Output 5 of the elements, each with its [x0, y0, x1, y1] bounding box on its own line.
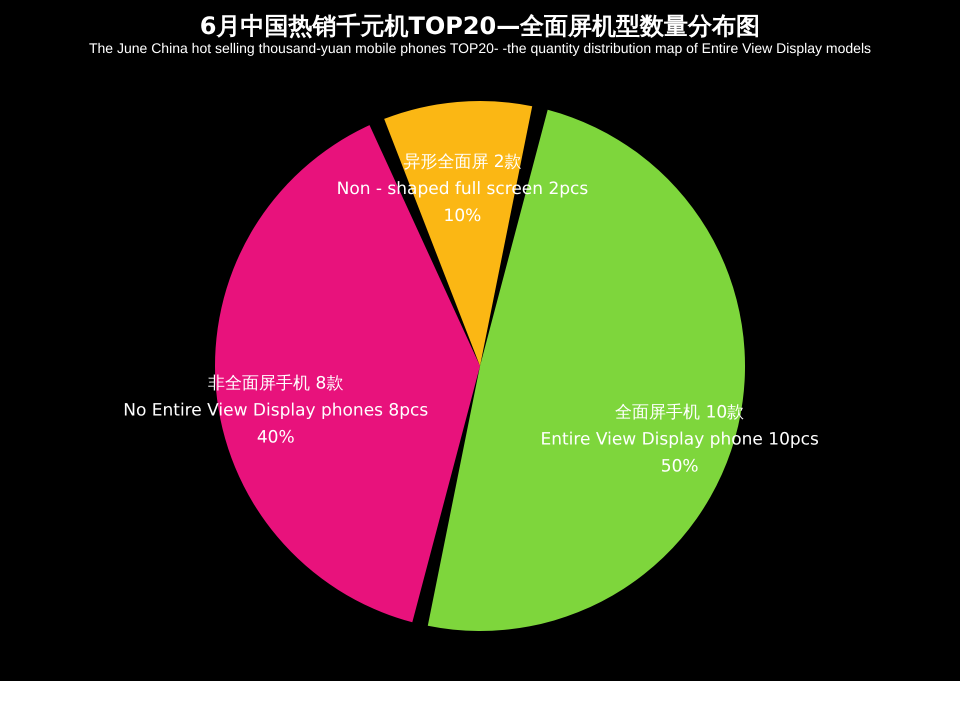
chart-subtitle: The June China hot selling thousand-yuan mobile phones TOP20- -the quantity distribution map of Entire View Display models — [88, 40, 872, 56]
data-label: 10% — [444, 206, 482, 226]
data-label: 40% — [256, 428, 295, 448]
data-label: 50% — [660, 456, 699, 476]
chart-title: 6月中国热销千元机TOP20—全面屏机型数量分布图 — [200, 12, 760, 40]
